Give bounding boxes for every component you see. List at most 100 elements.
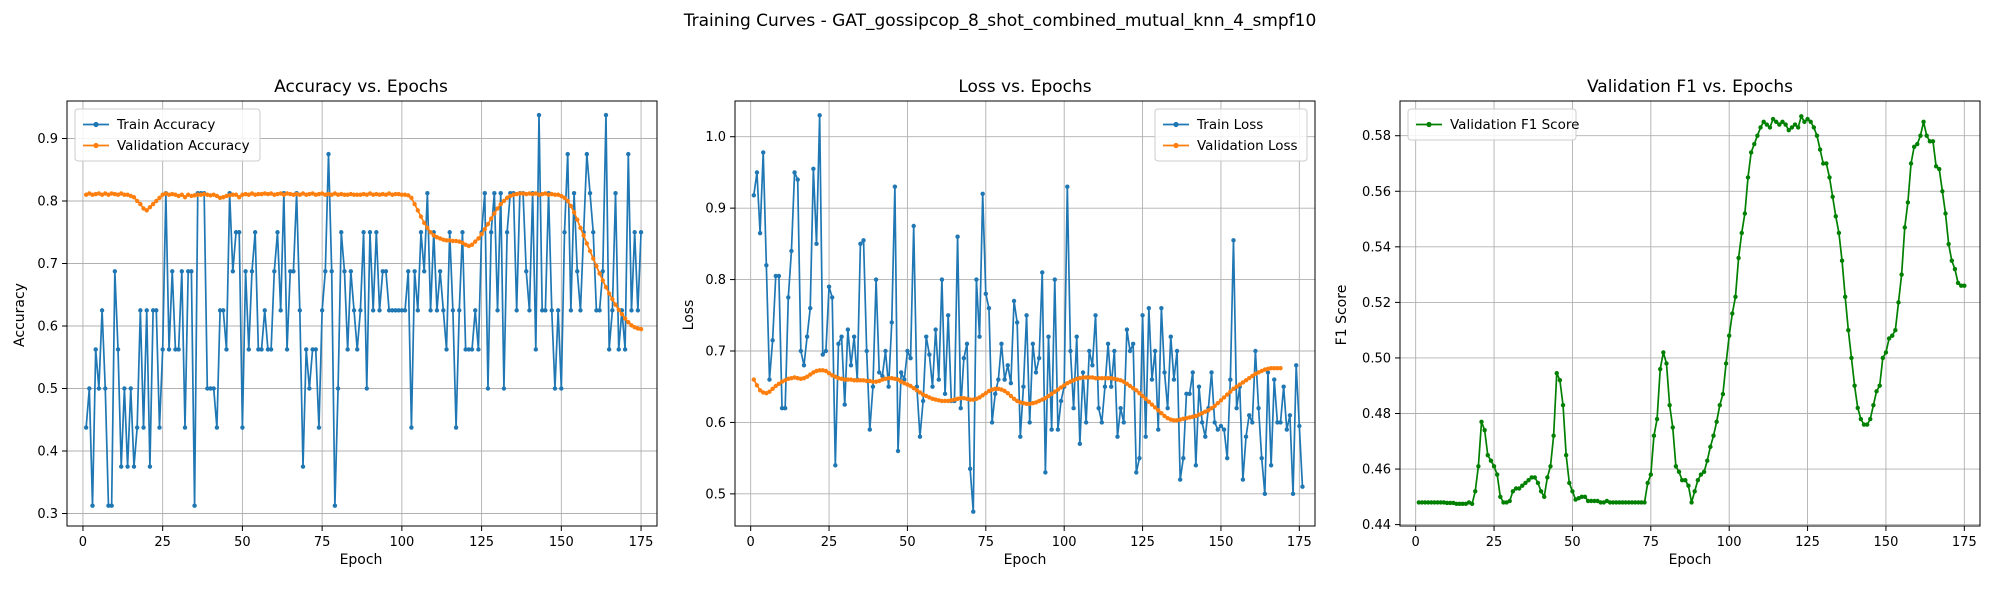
loss-data-point (767, 389, 772, 394)
loss-data-point (1102, 384, 1108, 389)
accuracy-data-point (259, 347, 264, 352)
f1-data-point (1952, 266, 1958, 272)
accuracy-data-point (326, 151, 331, 157)
accuracy-data-point (575, 217, 580, 222)
accuracy-data-point (380, 269, 385, 274)
f1-data-point (1701, 469, 1707, 475)
f1-data-point (1858, 416, 1864, 422)
accuracy-data-point (141, 425, 146, 430)
f1-x-tick-label: 125 (1795, 535, 1820, 550)
accuracy-data-point (517, 191, 523, 196)
loss-data-point (826, 370, 832, 376)
loss-data-point (1237, 382, 1242, 387)
loss-data-point (977, 334, 982, 339)
loss-data-point (1080, 370, 1086, 375)
f1-y-tick-label: 0.58 (1362, 129, 1391, 144)
loss-data-point (877, 370, 882, 375)
loss-x-tick-label: 0 (747, 535, 755, 550)
f1-y-tick-label: 0.44 (1362, 518, 1391, 533)
accuracy-data-point (594, 308, 599, 313)
f1-data-point (1714, 419, 1719, 425)
accuracy-data-point (355, 347, 360, 352)
loss-plot-area: 0 25 50 75 100 125 150 175 0.5 0.6 0.7 0.8 0.9 1.0 Tra… (705, 100, 1316, 550)
f1-data-point (1711, 433, 1716, 438)
loss-data-point (1231, 238, 1236, 243)
accuracy-data-point (355, 192, 360, 197)
loss-data-point (1171, 418, 1177, 423)
accuracy-data-point (119, 464, 124, 469)
accuracy-data-point (323, 269, 328, 274)
loss-data-point (920, 398, 926, 404)
accuracy-data-point (310, 347, 315, 352)
loss-data-point (1105, 375, 1111, 381)
f1-y-tick-label: 0.48 (1362, 407, 1391, 422)
f1-data-point (1629, 500, 1635, 505)
accuracy-data-point (495, 206, 500, 211)
accuracy-data-point (473, 308, 478, 313)
f1-data-point (1767, 125, 1773, 130)
loss-data-point (961, 355, 967, 361)
f1-data-point (1755, 133, 1760, 138)
loss-data-point (779, 405, 785, 411)
accuracy-data-point (568, 308, 574, 313)
f1-data-point (1705, 458, 1710, 463)
loss-data-point (808, 305, 813, 311)
loss-legend: Train Loss Validation Loss (1154, 108, 1308, 162)
f1-data-point (1501, 500, 1506, 505)
f1-y-tick-label: 0.46 (1362, 463, 1391, 478)
f1-data-point (1915, 141, 1920, 147)
accuracy-data-point (543, 308, 548, 313)
accuracy-data-point (252, 230, 258, 235)
f1-data-point (1899, 272, 1904, 277)
loss-data-point (1184, 391, 1189, 397)
accuracy-data-point (552, 386, 558, 391)
loss-legend-box (1154, 108, 1308, 162)
loss-data-point (1065, 184, 1070, 189)
accuracy-data-point (189, 269, 194, 274)
loss-data-point (817, 113, 822, 118)
accuracy-data-point (237, 195, 242, 200)
loss-data-point (1259, 455, 1264, 461)
loss-data-point (1171, 377, 1177, 382)
f1-data-point (1516, 486, 1522, 491)
loss-data-point (1187, 391, 1192, 397)
loss-data-point (817, 368, 822, 373)
loss-data-point (1228, 389, 1233, 394)
loss-data-point (1156, 408, 1161, 413)
loss-x-tick-label: 175 (1287, 535, 1312, 550)
accuracy-data-point (256, 347, 261, 352)
accuracy-data-point (555, 308, 561, 313)
loss-data-point (1225, 392, 1230, 397)
accuracy-data-point (90, 503, 95, 508)
accuracy-data-point (559, 386, 564, 391)
accuracy-data-point (265, 347, 271, 352)
loss-data-point (924, 334, 929, 339)
f1-data-point (1777, 122, 1782, 127)
loss-data-point (974, 277, 979, 282)
accuracy-data-point (166, 347, 172, 352)
f1-data-point (1617, 500, 1622, 505)
accuracy-data-point (154, 198, 159, 204)
accuracy-data-point (138, 308, 143, 313)
accuracy-x-tick-label: 0 (79, 535, 87, 550)
f1-legend-label: Validation F1 Score (1450, 117, 1579, 133)
f1-data-point (1623, 500, 1628, 505)
loss-data-point (1181, 455, 1186, 461)
loss-data-point (1143, 434, 1148, 439)
accuracy-data-point (460, 230, 465, 235)
accuracy-data-point (409, 195, 414, 201)
accuracy-data-point (441, 308, 446, 313)
f1-legend-box (1407, 108, 1577, 141)
loss-data-point (1093, 313, 1098, 318)
loss-data-point (1149, 377, 1155, 382)
loss-data-point (1124, 327, 1130, 332)
f1-data-point (1805, 116, 1810, 122)
f1-x-tick-label: 50 (1564, 535, 1581, 550)
f1-x-tick-label: 150 (1874, 535, 1899, 550)
accuracy-x-axis-label: Epoch (340, 552, 383, 568)
f1-data-point (1551, 433, 1556, 438)
accuracy-legend-label: Validation Accuracy (117, 138, 250, 154)
loss-data-point (1278, 420, 1283, 425)
loss-data-point (1212, 403, 1217, 409)
